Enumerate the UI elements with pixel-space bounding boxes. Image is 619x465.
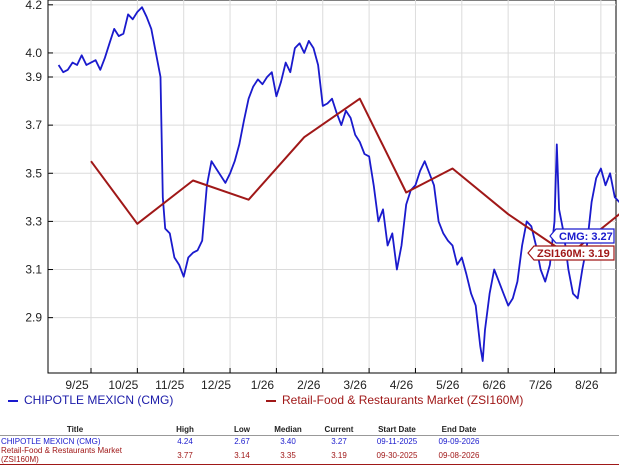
cell-high: 4.24 xyxy=(177,436,193,446)
end-label-cmg-text: CMG: 3.27 xyxy=(559,231,613,243)
y-tick-label: 3.9 xyxy=(25,70,42,84)
x-tick-label: 2/26 xyxy=(297,378,321,392)
cell-median: 3.40 xyxy=(280,436,296,446)
x-tick-label: 12/25 xyxy=(201,378,231,392)
legend-label-zsi: Retail-Food & Restaurants Market (ZSI160… xyxy=(282,393,524,407)
legend-label-cmg: CHIPOTLE MEXICN (CMG) xyxy=(24,393,174,407)
x-tick-label: 1/26 xyxy=(251,378,275,392)
line-chart: 2.9 3.1 3.3 3.5 3.7 3.9 4.0 4.2 9/25 10/25 11/25 1… xyxy=(25,0,619,392)
x-tick-label: 8/26 xyxy=(575,378,599,392)
cell-end-date: 09-08-2026 xyxy=(438,450,480,460)
header-start-date: Start Date xyxy=(366,424,428,436)
cell-current: 3.19 xyxy=(331,450,347,460)
header-median: Median xyxy=(264,424,312,436)
y-tick-label: 4.2 xyxy=(25,0,42,12)
x-tick-label: 3/26 xyxy=(343,378,367,392)
cell-low: 2.67 xyxy=(234,436,250,446)
end-label-cmg-box xyxy=(549,228,615,244)
header-current: Current xyxy=(312,424,366,436)
cell-start-date: 09-11-2025 xyxy=(376,436,418,446)
cell-end-date: 09-09-2026 xyxy=(438,436,480,446)
header-title: Title xyxy=(0,424,150,436)
y-tick-label: 2.9 xyxy=(25,311,42,325)
x-tick-label: 6/26 xyxy=(482,378,506,392)
x-tick-label: 7/26 xyxy=(529,378,553,392)
x-tick-label: 4/26 xyxy=(390,378,414,392)
y-tick-label: 3.7 xyxy=(25,118,42,132)
y-tick-label: 4.0 xyxy=(25,46,42,60)
legend-item-zsi: Retail-Food & Restaurants Market (ZSI160… xyxy=(266,393,523,407)
x-tick-label: 10/25 xyxy=(108,378,138,392)
y-axis: 2.9 3.1 3.3 3.5 3.7 3.9 4.0 4.2 xyxy=(25,0,53,325)
grid-lines xyxy=(48,0,616,373)
end-label-zsi: ZSI160M: 3.19 xyxy=(527,245,615,261)
x-tick-label: 11/25 xyxy=(155,378,184,392)
cell-start-date: 09-30-2025 xyxy=(376,450,418,460)
legend-item-cmg: CHIPOTLE MEXICN (CMG) xyxy=(8,393,173,407)
header-end-date: End Date xyxy=(428,424,490,436)
cell-spacer xyxy=(490,446,619,465)
table-row: CHIPOTLE MEXICN (CMG) 4.24 2.67 3.40 3.2… xyxy=(0,436,619,447)
header-spacer xyxy=(490,424,619,436)
cell-low: 3.14 xyxy=(234,450,250,460)
cell-median: 3.35 xyxy=(280,450,296,460)
x-tick-label: 5/26 xyxy=(436,378,460,392)
end-label-zsi-box xyxy=(527,245,615,261)
plot-area xyxy=(47,0,617,374)
y-tick-label: 3.3 xyxy=(25,214,42,228)
cell-title: CHIPOTLE MEXICN (CMG) xyxy=(1,436,101,446)
x-tick-label: 9/25 xyxy=(65,378,89,392)
end-labels: CMG: 3.27 ZSI160M: 3.19 xyxy=(527,228,615,261)
end-label-cmg: CMG: 3.27 xyxy=(549,228,615,244)
cell-high: 3.77 xyxy=(177,450,193,460)
cell-title: Retail-Food & Restaurants Market (ZSI160… xyxy=(1,446,122,464)
header-high: High xyxy=(150,424,220,436)
legend-swatch-zsi xyxy=(266,399,276,402)
y-tick-label: 3.1 xyxy=(25,263,42,277)
legend-swatch-cmg xyxy=(8,399,18,402)
table-header-row: Title High Low Median Current Start Date… xyxy=(0,424,619,436)
x-axis: 9/25 10/25 11/25 12/25 1/26 2/26 3/26 4/26 5/26 6… xyxy=(65,368,602,392)
end-label-zsi-text: ZSI160M: 3.19 xyxy=(537,248,610,260)
cell-current: 3.27 xyxy=(331,436,347,446)
y-tick-label: 3.5 xyxy=(25,166,42,180)
table-row: Retail-Food & Restaurants Market (ZSI160… xyxy=(0,446,619,465)
header-low: Low xyxy=(220,424,264,436)
cell-spacer xyxy=(490,436,619,447)
